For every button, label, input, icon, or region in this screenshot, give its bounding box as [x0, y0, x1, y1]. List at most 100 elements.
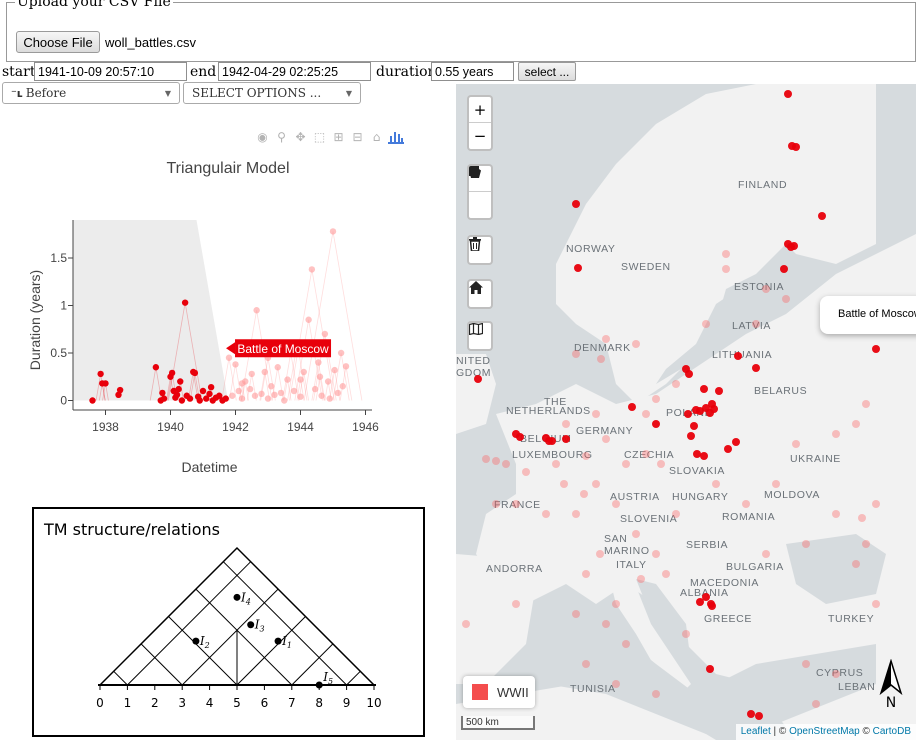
battle-marker[interactable]: [784, 90, 792, 98]
rectangle-icon[interactable]: [469, 166, 491, 218]
battle-marker[interactable]: [742, 500, 750, 508]
battle-marker[interactable]: [474, 375, 482, 383]
zoom-out-button[interactable]: −: [473, 127, 487, 145]
battle-marker[interactable]: [832, 670, 840, 678]
data-point-after[interactable]: [229, 392, 236, 399]
battle-marker[interactable]: [672, 380, 680, 388]
battle-marker[interactable]: [752, 364, 760, 372]
data-point-after[interactable]: [248, 370, 255, 378]
battle-marker[interactable]: [637, 575, 645, 583]
select-button[interactable]: select ...: [518, 62, 576, 81]
battle-marker[interactable]: [632, 340, 640, 348]
battle-marker[interactable]: [622, 460, 630, 468]
battle-marker[interactable]: [722, 265, 730, 273]
battle-marker[interactable]: [724, 445, 732, 453]
battle-marker[interactable]: [562, 420, 570, 428]
battle-marker[interactable]: [872, 345, 880, 353]
osm-link[interactable]: OpenStreetMap: [789, 726, 860, 737]
data-point-after[interactable]: [232, 361, 239, 368]
leaflet-link[interactable]: Leaflet: [740, 726, 771, 737]
data-point-after[interactable]: [277, 389, 285, 397]
data-point-after[interactable]: [238, 395, 246, 402]
data-point-before[interactable]: [160, 395, 168, 402]
battle-marker[interactable]: [812, 700, 820, 708]
data-point-before[interactable]: [168, 369, 176, 377]
box-select-icon[interactable]: ⬚: [313, 130, 326, 144]
battle-marker[interactable]: [780, 265, 788, 273]
battle-marker[interactable]: [512, 600, 520, 608]
data-point-after[interactable]: [311, 385, 319, 393]
battle-marker[interactable]: [612, 500, 620, 508]
mode-dropdown[interactable]: ⁻ʟ Before ▼: [2, 82, 180, 104]
battle-marker[interactable]: [755, 712, 763, 720]
zoom-in-button[interactable]: +: [469, 97, 491, 123]
data-point-before[interactable]: [173, 391, 181, 398]
battle-marker[interactable]: [560, 480, 568, 488]
battle-marker[interactable]: [652, 420, 660, 428]
battle-marker[interactable]: [790, 242, 798, 250]
battle-marker[interactable]: [696, 598, 704, 606]
camera-icon[interactable]: ◉: [257, 130, 268, 144]
plotly-logo-icon[interactable]: [386, 129, 405, 145]
battle-marker[interactable]: [502, 460, 510, 468]
data-point-before[interactable]: [206, 390, 213, 398]
battle-marker[interactable]: [602, 435, 610, 443]
battle-marker[interactable]: [582, 570, 590, 578]
battle-marker[interactable]: [628, 403, 636, 411]
battle-marker[interactable]: [700, 452, 708, 460]
data-point-after[interactable]: [342, 363, 350, 370]
battle-marker[interactable]: [522, 468, 530, 476]
data-point-before[interactable]: [175, 385, 182, 393]
data-point-after[interactable]: [300, 368, 307, 376]
pan-icon[interactable]: ✥: [295, 130, 306, 144]
data-point-after[interactable]: [268, 383, 275, 390]
data-point-before[interactable]: [203, 395, 210, 402]
data-point-after[interactable]: [337, 349, 345, 357]
battle-marker[interactable]: [652, 395, 660, 403]
battle-marker[interactable]: [572, 510, 580, 518]
battle-marker[interactable]: [708, 602, 716, 610]
battle-marker[interactable]: [602, 335, 610, 343]
end-input[interactable]: [218, 62, 371, 81]
data-point-after[interactable]: [251, 392, 259, 399]
battle-marker[interactable]: [852, 560, 860, 568]
battle-marker[interactable]: [852, 420, 860, 428]
battle-marker[interactable]: [706, 409, 714, 417]
battle-marker[interactable]: [722, 250, 730, 258]
data-point-after[interactable]: [290, 387, 298, 395]
battle-marker[interactable]: [872, 500, 880, 508]
data-point-before[interactable]: [89, 397, 96, 404]
battle-marker[interactable]: [792, 440, 800, 448]
data-point-before[interactable]: [181, 299, 189, 306]
battle-marker[interactable]: [516, 433, 524, 441]
battle-marker[interactable]: [602, 620, 610, 628]
battle-marker[interactable]: [672, 510, 680, 518]
battle-marker[interactable]: [702, 320, 710, 328]
battle-marker[interactable]: [548, 437, 556, 445]
data-point-before[interactable]: [159, 389, 166, 397]
battle-marker[interactable]: [612, 600, 620, 608]
data-point-after[interactable]: [246, 385, 254, 393]
cartodb-link[interactable]: CartoDB: [872, 726, 911, 737]
home-icon[interactable]: ⌂: [372, 130, 381, 144]
data-point-after[interactable]: [284, 376, 291, 383]
battle-marker[interactable]: [692, 406, 700, 414]
battle-marker[interactable]: [572, 610, 580, 618]
battle-marker[interactable]: [632, 530, 640, 538]
battle-marker[interactable]: [706, 665, 714, 673]
battle-marker[interactable]: [492, 457, 500, 465]
data-point-after[interactable]: [339, 383, 346, 390]
data-point-before[interactable]: [207, 384, 215, 391]
data-point-before[interactable]: [97, 370, 104, 378]
battle-marker[interactable]: [685, 370, 693, 378]
data-point-before[interactable]: [178, 397, 186, 404]
battle-marker[interactable]: [802, 540, 810, 548]
zoom-in-icon[interactable]: ⊞: [333, 130, 344, 144]
data-point-after[interactable]: [235, 387, 242, 395]
data-point-before[interactable]: [152, 364, 160, 371]
battle-marker[interactable]: [762, 550, 770, 558]
battle-marker[interactable]: [492, 500, 500, 508]
battle-marker[interactable]: [572, 350, 580, 358]
data-point-after[interactable]: [258, 390, 265, 398]
data-point-after[interactable]: [225, 354, 233, 361]
